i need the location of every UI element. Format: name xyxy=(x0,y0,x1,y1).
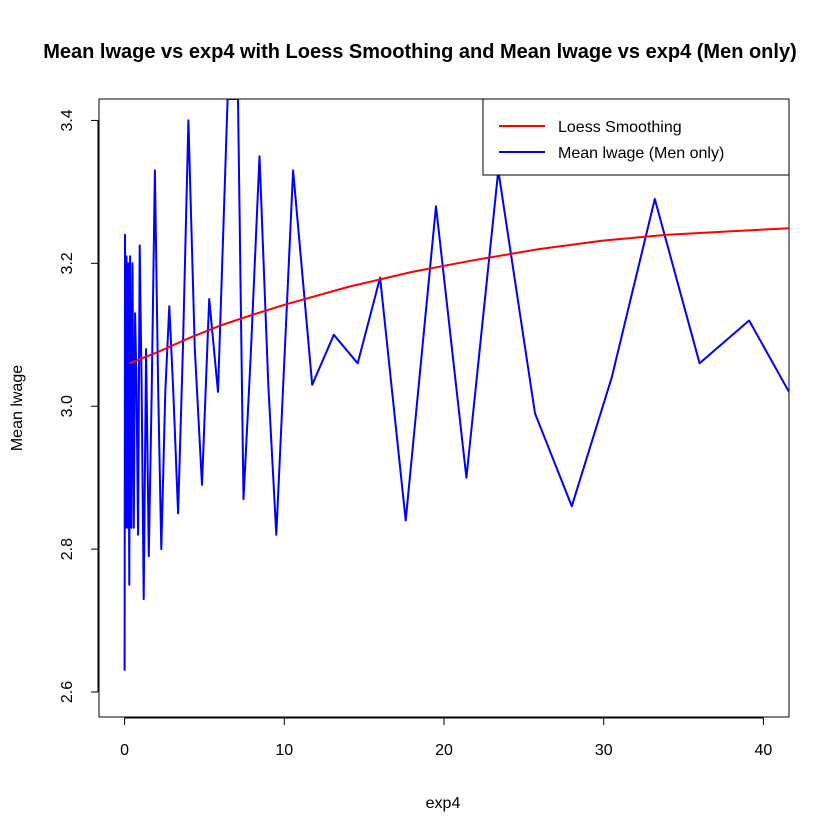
legend-box xyxy=(482,98,790,176)
plot-frame xyxy=(98,98,790,718)
x-tick-label: 20 xyxy=(435,742,453,759)
x-tick-label: 40 xyxy=(755,742,773,759)
mean-lwage-line xyxy=(123,99,789,671)
loess-smoothing-line xyxy=(128,227,789,365)
y-tick-label: 3.2 xyxy=(59,252,76,274)
series-layer xyxy=(123,99,789,671)
x-tick-label: 10 xyxy=(275,742,293,759)
y-axis-label: Mean lwage xyxy=(9,365,26,451)
legend-label: Loess Smoothing xyxy=(558,119,682,136)
legend-label: Mean lwage (Men only) xyxy=(558,145,724,162)
y-tick-label: 3.0 xyxy=(59,395,76,417)
y-tick-label: 2.8 xyxy=(59,538,76,560)
y-tick-label: 2.6 xyxy=(59,681,76,703)
x-tick-label: 30 xyxy=(595,742,613,759)
axes: 0 10 20 30 40 2.6 2.8 3.0 3.2 3.4 xyxy=(59,109,772,759)
chart-title: Mean lwage vs exp4 with Loess Smoothing … xyxy=(43,41,797,63)
x-tick-label: 0 xyxy=(120,742,129,759)
y-tick-label: 3.4 xyxy=(59,109,76,131)
legend: Loess Smoothing Mean lwage (Men only) xyxy=(482,98,790,176)
x-axis-label: exp4 xyxy=(426,795,461,812)
